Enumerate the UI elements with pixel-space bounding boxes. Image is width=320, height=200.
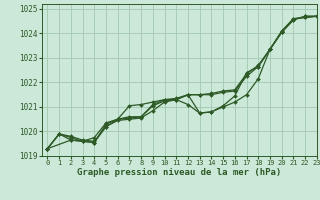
X-axis label: Graphe pression niveau de la mer (hPa): Graphe pression niveau de la mer (hPa) [77,168,281,177]
